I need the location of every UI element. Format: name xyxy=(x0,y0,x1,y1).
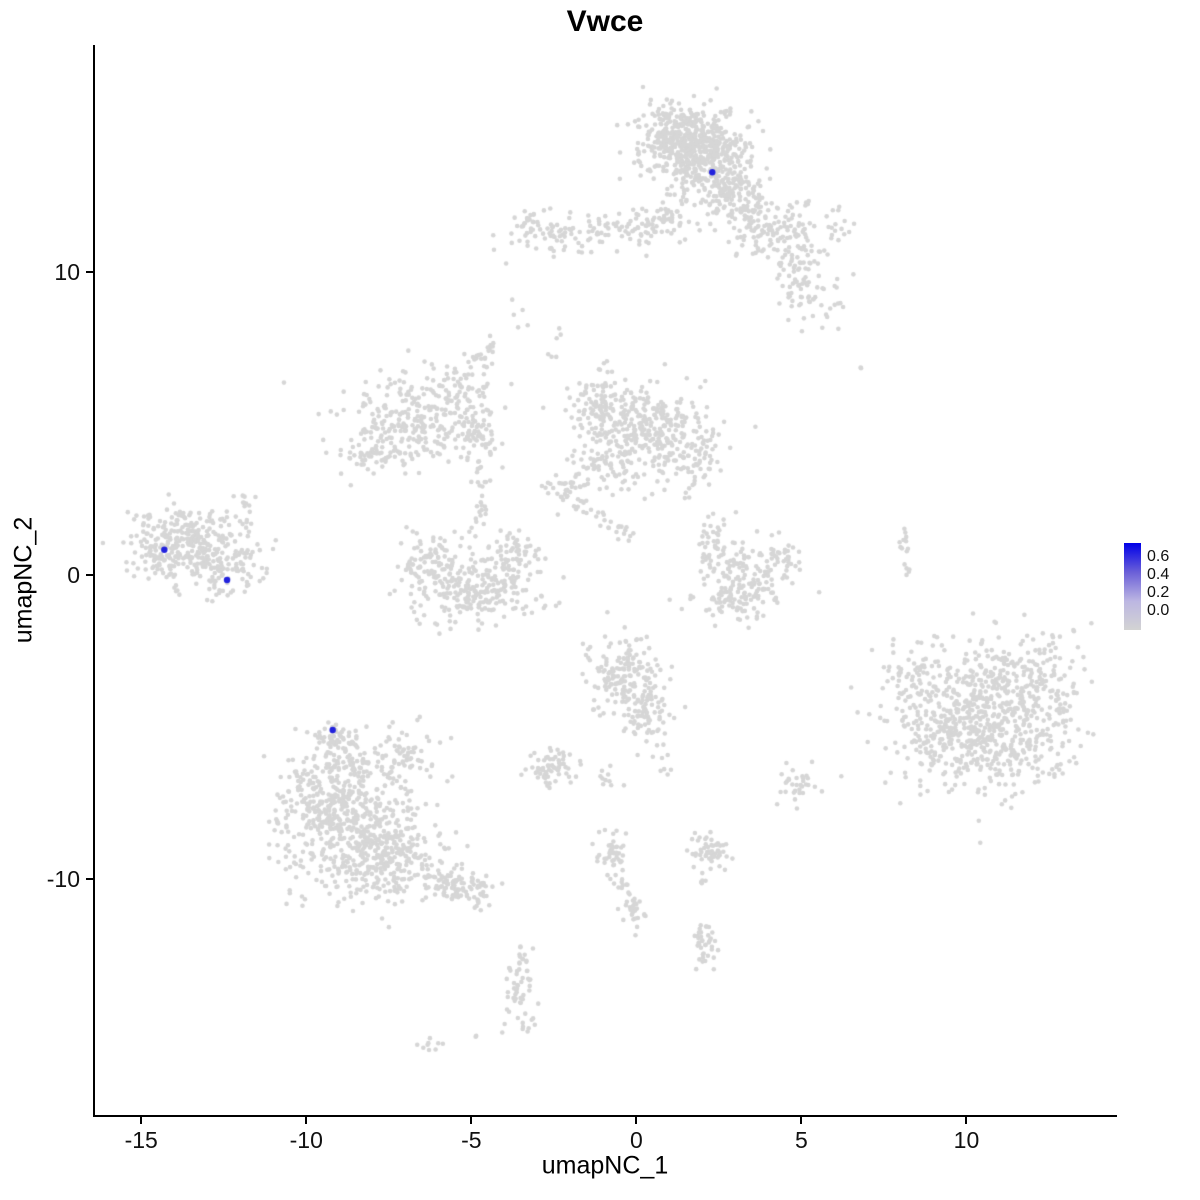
y-tick-label: -10 xyxy=(46,865,80,892)
y-tick-mark xyxy=(86,271,93,274)
x-tick-mark xyxy=(140,1117,143,1124)
x-tick-label: 0 xyxy=(629,1127,643,1153)
y-axis-line xyxy=(93,45,95,1117)
x-tick-mark xyxy=(305,1117,308,1124)
x-tick-label: -15 xyxy=(124,1127,158,1153)
y-axis-title: umapNC_2 xyxy=(9,516,38,644)
legend-gradient-bar xyxy=(1124,543,1141,630)
y-tick-mark xyxy=(86,877,93,880)
legend-tick-label: 0.2 xyxy=(1147,584,1170,601)
x-tick-mark xyxy=(800,1117,803,1124)
x-tick-mark xyxy=(470,1117,473,1124)
x-tick-label: -5 xyxy=(461,1127,482,1153)
legend-tick-label: 0.6 xyxy=(1147,548,1170,565)
x-axis-line xyxy=(93,1115,1117,1117)
y-tick-label: 0 xyxy=(67,562,80,589)
x-axis-title: umapNC_1 xyxy=(541,1151,669,1180)
x-tick-label: 10 xyxy=(953,1127,980,1153)
scatter-canvas xyxy=(95,45,1115,1115)
x-tick-mark xyxy=(965,1117,968,1124)
y-tick-label: 10 xyxy=(54,259,80,286)
legend-tick-label: 0.4 xyxy=(1147,566,1170,583)
plot-title: Vwce xyxy=(566,5,644,38)
legend-tick-label: 0.0 xyxy=(1147,602,1170,619)
x-tick-mark xyxy=(635,1117,638,1124)
y-tick-mark xyxy=(86,574,93,577)
x-tick-label: 5 xyxy=(795,1127,808,1153)
plot-panel xyxy=(95,45,1115,1115)
x-tick-label: -10 xyxy=(289,1127,323,1153)
